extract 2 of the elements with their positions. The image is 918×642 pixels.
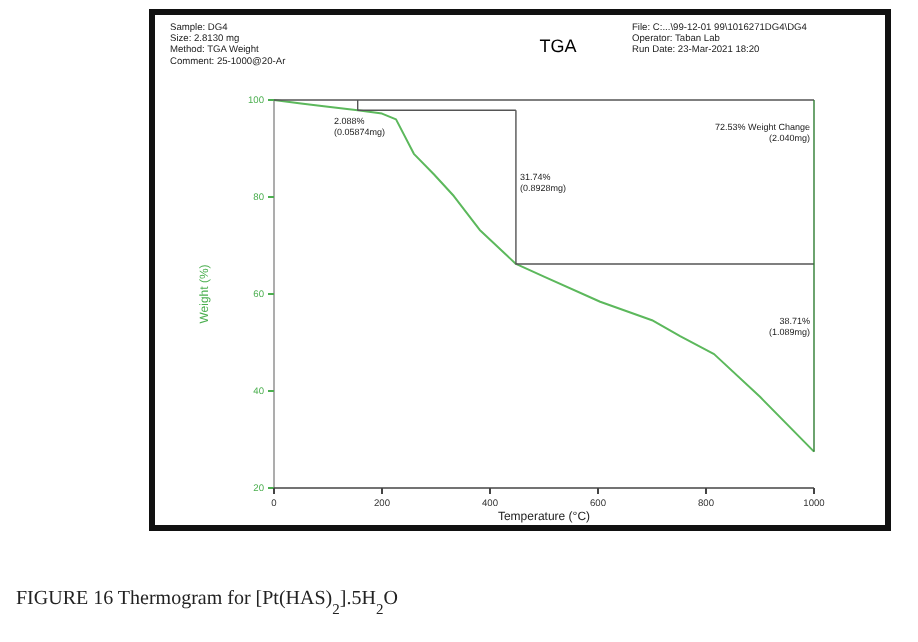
chart-title: TGA bbox=[539, 36, 577, 56]
caption: FIGURE 16 Thermogram for [Pt(HAS)$_{2}$].5H$_{2}$O bbox=[16, 588, 398, 617]
